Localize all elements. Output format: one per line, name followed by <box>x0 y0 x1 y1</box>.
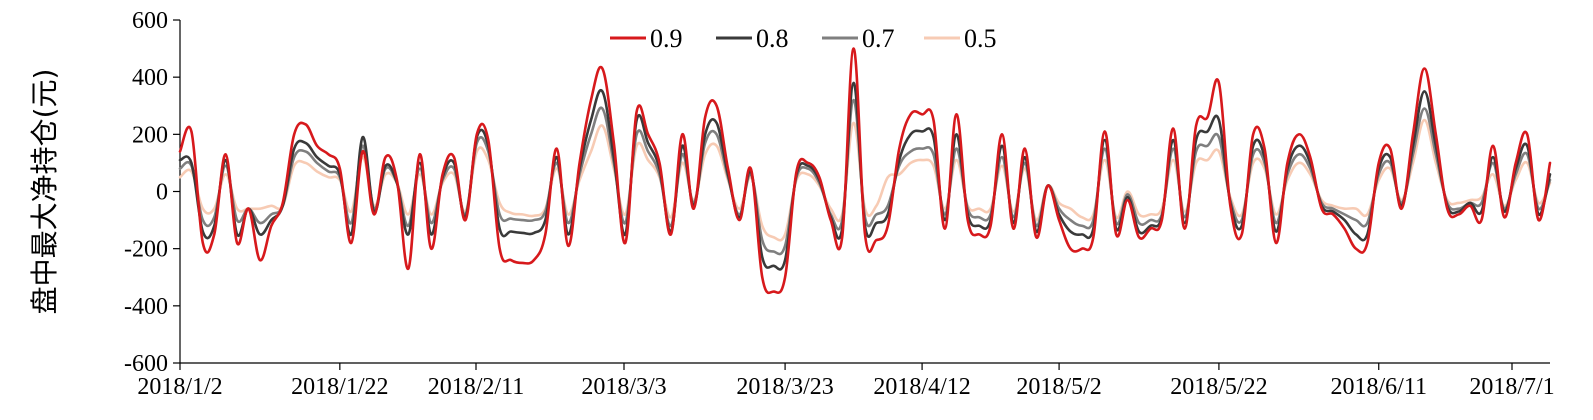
legend-label: 0.7 <box>862 24 895 53</box>
x-tick-label: 2018/5/2 <box>1016 374 1101 400</box>
x-axis-ticks: 2018/1/2 2018/1/22 2018/2/11 2018/3/3 2018/3… <box>137 363 1555 400</box>
x-tick-label: 2018/2/11 <box>428 374 524 400</box>
series-line-0-9 <box>178 47 1552 295</box>
legend: 0.9 0.8 0.7 0.5 <box>610 24 997 53</box>
y-axis-ticks: 600 400 200 0 -200 -400 -600 <box>124 8 180 377</box>
legend-label: 0.8 <box>756 24 789 53</box>
x-tick-label: 2018/7/1 <box>1469 374 1554 400</box>
y-tick-label: -200 <box>124 237 168 263</box>
y-tick-label: 600 <box>132 8 168 34</box>
series-layer <box>178 47 1552 295</box>
y-tick-label: 0 <box>156 180 168 206</box>
x-tick-label: 2018/4/12 <box>873 374 970 400</box>
y-axis-label: 盘中最大净持仓(元) <box>28 69 61 315</box>
x-tick-label: 2018/3/3 <box>581 374 666 400</box>
y-tick-label: 400 <box>132 65 168 91</box>
legend-label: 0.9 <box>650 24 683 53</box>
y-tick-label: -600 <box>124 351 168 377</box>
axes <box>179 20 1550 364</box>
legend-label: 0.5 <box>964 24 997 53</box>
x-tick-label: 2018/1/22 <box>291 374 388 400</box>
x-tick-label: 2018/6/11 <box>1331 374 1427 400</box>
x-tick-label: 2018/3/23 <box>736 374 833 400</box>
y-tick-label: 200 <box>132 122 168 148</box>
x-tick-label: 2018/5/22 <box>1170 374 1267 400</box>
y-tick-label: -400 <box>124 294 168 320</box>
x-tick-label: 2018/1/2 <box>137 374 222 400</box>
